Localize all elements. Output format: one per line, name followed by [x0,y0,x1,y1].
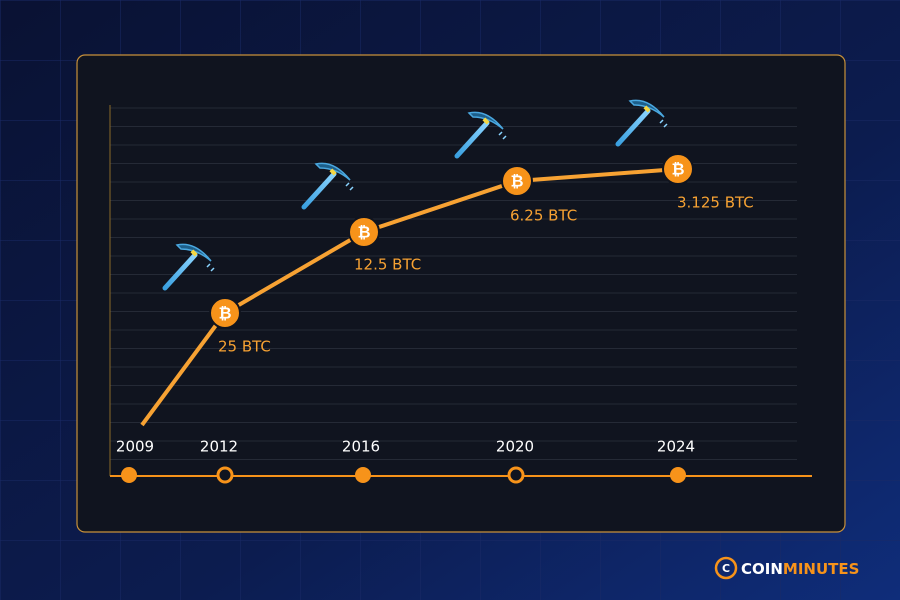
timeline-dot [121,467,137,483]
pickaxe-sparks [498,131,507,140]
pickaxe-sparks [659,119,668,128]
reward-label: 12.5 BTC [354,256,421,274]
pickaxe-icon [162,243,215,291]
bitcoin-symbol: ₿ [218,304,231,323]
pickaxe-sparks [345,182,354,191]
bitcoin-coin [209,297,241,329]
reward-label: 3.125 BTC [677,194,754,212]
logo-icon-letter: C [722,562,730,575]
pickaxe-handle [615,108,651,147]
timeline-dot [507,466,525,484]
pickaxe-head [467,111,504,130]
year-label: 2009 [116,438,154,456]
pickaxe-icon [301,162,354,210]
pickaxe-sparks [206,263,215,272]
reward-label: 6.25 BTC [510,207,577,225]
logo-first: COIN [741,560,783,578]
pickaxe-head [314,162,351,181]
pickaxe-band [482,117,490,125]
timeline-dot [355,467,371,483]
bitcoin-symbol: ₿ [510,172,523,191]
year-label: 2024 [657,438,695,456]
reward-label: 25 BTC [218,338,271,356]
bitcoin-coin [348,216,380,248]
pickaxe-head [628,99,665,118]
content: 2009 2012 2016 2020 2024 ₿ 25 BTC ₿ 12.5 BTC ₿ 6.2… [116,99,754,484]
pickaxe-icon [454,111,507,159]
bitcoin-symbol: ₿ [357,223,370,242]
year-label: 2012 [200,438,238,456]
logo: C COINMINUTES [714,556,859,580]
pickaxe-band [190,249,198,257]
timeline-dot [216,466,234,484]
pickaxe-icon [615,99,668,147]
timeline-dot [670,467,686,483]
pickaxe-band [643,105,651,113]
pickaxe-head [175,243,212,262]
year-label: 2016 [342,438,380,456]
bitcoin-coin [662,153,694,185]
pickaxe-handle [162,252,198,291]
pickaxe-band [329,168,337,176]
year-label: 2020 [496,438,534,456]
bitcoin-coin [501,165,533,197]
pickaxe-handle [454,120,490,159]
logo-second: MINUTES [783,560,860,578]
bitcoin-symbol: ₿ [671,160,684,179]
pickaxe-handle [301,171,337,210]
logo-icon [714,556,738,580]
logo-text: COINMINUTES [741,560,859,578]
